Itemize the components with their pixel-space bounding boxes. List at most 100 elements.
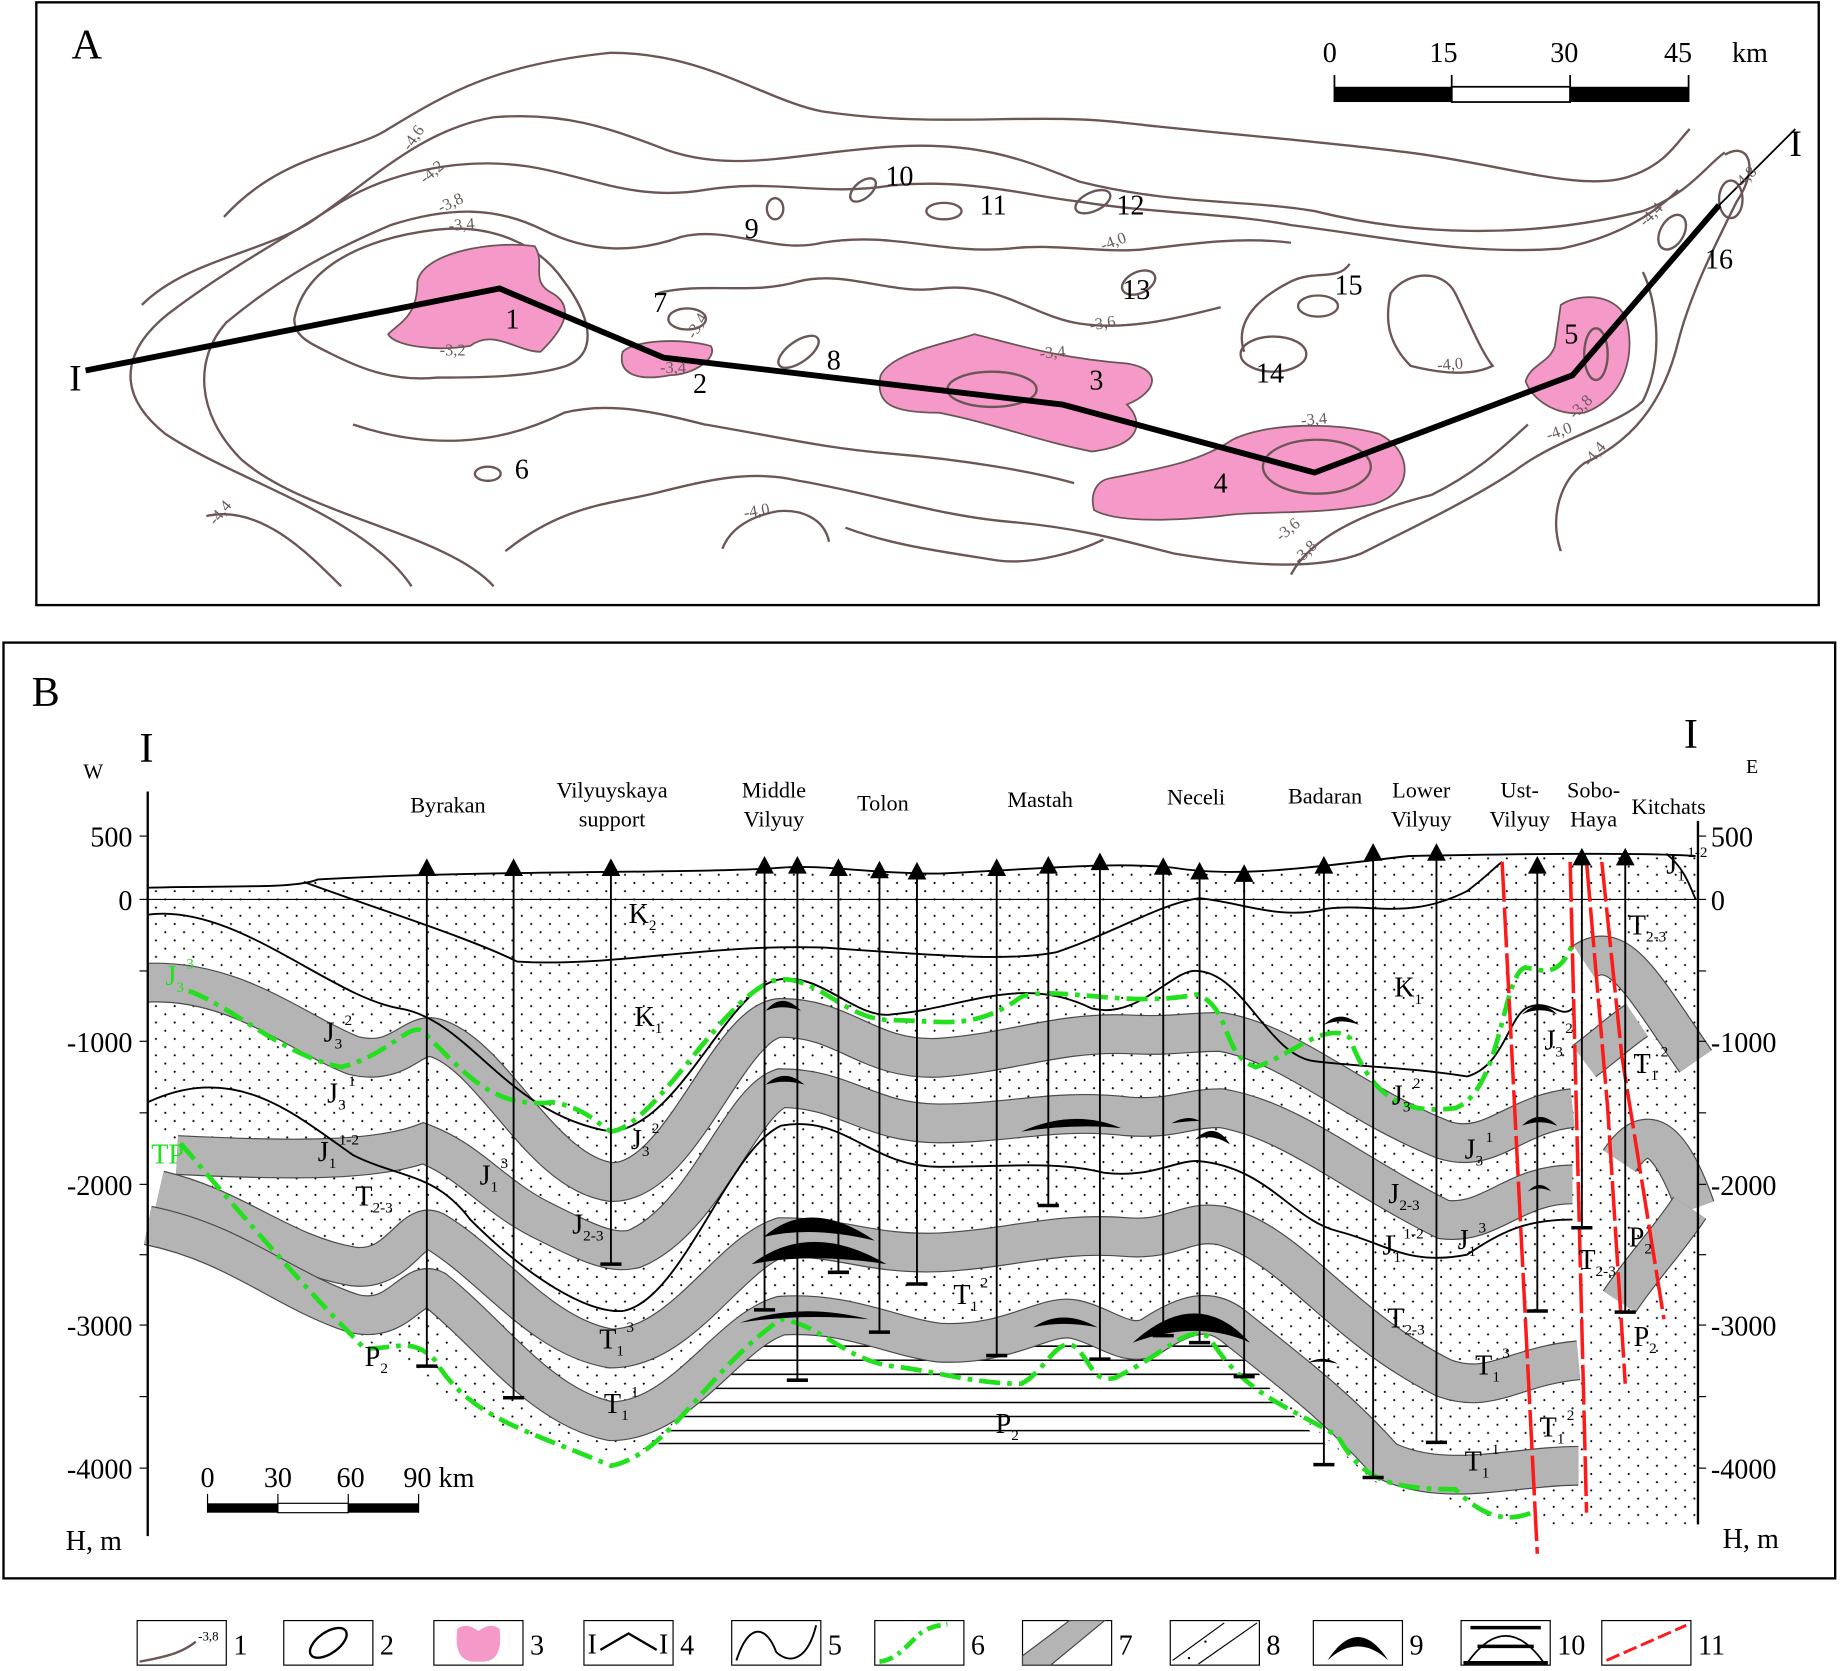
stratum-superscript: 3 <box>1502 1345 1510 1362</box>
structure-number: 12 <box>1116 191 1144 222</box>
depth-tick-label-right: -1000 <box>1711 1028 1777 1059</box>
faults <box>1500 861 1666 1554</box>
well <box>753 856 776 1312</box>
section-start-label: I <box>69 358 82 399</box>
well <box>416 858 438 1368</box>
stratum-base: J <box>631 1125 642 1156</box>
stratum-label: T13 <box>599 1319 634 1359</box>
contour-label: -3,4 <box>1300 408 1328 429</box>
stratum-label: T2-3 <box>1629 911 1667 946</box>
well-triangle-icon <box>1234 864 1254 882</box>
stratum-label: J32 <box>324 1012 353 1052</box>
stratum-subscript: 1 <box>1469 1243 1477 1260</box>
well <box>906 861 928 1286</box>
well-name: Kitchats <box>1632 794 1706 819</box>
stratum-base: T <box>604 1389 621 1420</box>
depth-tick-labels: 500 500 0 0 -1000 -1000 -2000 -2000 -3000 -3000 -4… <box>67 823 1777 1486</box>
contour-line <box>203 210 1292 588</box>
legend-item-black-lens: 9 <box>1312 1619 1424 1666</box>
well-triangle-icon <box>417 858 437 876</box>
depth-tick-label-left: -4000 <box>67 1455 133 1486</box>
stratum-subscript: 2 <box>380 1360 388 1377</box>
stratum-base: TP <box>151 1139 184 1170</box>
depth-tick-label-left: -1000 <box>67 1028 133 1059</box>
well <box>503 858 525 1400</box>
stratum-label: T11 <box>604 1384 639 1424</box>
contour-label: -3,2 <box>440 340 466 359</box>
well-name: Vilyuyskaya <box>556 777 667 802</box>
contour-label: -4,0 <box>742 499 771 522</box>
stratum-subscript: 3 <box>642 1143 650 1160</box>
scale-unit: km <box>1732 38 1768 69</box>
stratum-superscript: 1 <box>1486 1129 1494 1146</box>
section-start-label: I <box>140 725 154 772</box>
legend-number: 9 <box>1409 1631 1423 1662</box>
legend-sample-label: I <box>659 1629 668 1660</box>
stratigraphic-boundaries <box>147 852 1698 1312</box>
legend-item-hatched-dome: 10 <box>1460 1619 1585 1666</box>
stratum-subscript: 3 <box>1555 1044 1563 1061</box>
contour-label: -3,6 <box>1088 311 1117 334</box>
structure-number: 10 <box>885 161 913 192</box>
stratum-subscript: 3 <box>176 979 184 996</box>
section-line-i-i <box>85 203 1722 476</box>
stratum-base: T <box>1578 1245 1595 1276</box>
section-end-label: I <box>1684 711 1698 758</box>
legend-sample-label: -3,8 <box>198 1630 218 1644</box>
deposit-lens <box>765 1075 805 1085</box>
contour-line <box>1554 149 1751 552</box>
depth-tick-label-right: 500 <box>1711 823 1753 854</box>
contour-line <box>206 513 343 588</box>
legend-number: 5 <box>828 1631 842 1662</box>
depth-tick-label-right: 0 <box>1711 886 1725 917</box>
stratum-subscript: 3 <box>1403 1099 1411 1116</box>
stratum-base: P <box>1633 1322 1649 1353</box>
well-name: Sobo- <box>1567 777 1620 802</box>
well-triangle-icon <box>870 860 889 879</box>
well-name: Middle <box>742 777 806 802</box>
stratum-superscript: 1 <box>631 1384 639 1401</box>
stratum-base: J <box>324 1017 335 1048</box>
well <box>827 858 849 1275</box>
stratum-subscript: 1 <box>621 1407 629 1424</box>
contour-line <box>845 526 1104 563</box>
stratum-base: T <box>1465 1446 1482 1477</box>
scale-segment <box>1334 86 1452 103</box>
structure-number: 3 <box>1089 365 1103 396</box>
stratum-label: T2-3 <box>1387 1303 1425 1338</box>
structure-number: 11 <box>980 191 1007 222</box>
well-triangle-icon <box>1314 856 1334 874</box>
well-triangle-icon <box>907 861 927 880</box>
deposit-lens <box>1033 1317 1098 1328</box>
contour-line <box>721 509 831 550</box>
well-name: Vilyuy <box>744 807 805 832</box>
stratum-base: K <box>634 1002 655 1033</box>
stratum-subscript: 2-3 <box>583 1228 604 1245</box>
legend-swatch <box>731 1619 822 1666</box>
stratum-base: J <box>318 1137 329 1168</box>
stratum-subscript: 1 <box>1393 1249 1401 1266</box>
scale-segment <box>1450 85 1572 103</box>
legend-number: 11 <box>1698 1631 1725 1662</box>
stratum-base: J <box>480 1160 491 1191</box>
productive-area-1 <box>387 243 566 353</box>
well-name: Vilyuy <box>1391 807 1452 832</box>
legend-item-green-dash-dot-line: 6 <box>874 1619 985 1666</box>
stratum-subscript: 1 <box>1492 1368 1500 1385</box>
stratum-base: T <box>953 1280 970 1311</box>
legend-item-gray-band: 7 <box>1021 1619 1133 1666</box>
well <box>1425 843 1448 1445</box>
contour-label: -3,4 <box>448 214 476 235</box>
deposit-lens <box>765 1000 801 1011</box>
stratum-base: J <box>1666 850 1677 881</box>
stratum-label: T11 <box>1465 1441 1500 1481</box>
legend-item-boundary-line: 5 <box>731 1619 842 1666</box>
stratum-label: T2-3 <box>355 1181 393 1216</box>
stratum-base: J <box>1544 1026 1555 1057</box>
well <box>786 856 808 1382</box>
stratum-base: J <box>1388 1179 1399 1210</box>
contour-line <box>1386 274 1495 374</box>
well <box>1089 852 1111 1361</box>
stratum-subscript: 1 <box>616 1343 624 1360</box>
well <box>1037 856 1059 1208</box>
